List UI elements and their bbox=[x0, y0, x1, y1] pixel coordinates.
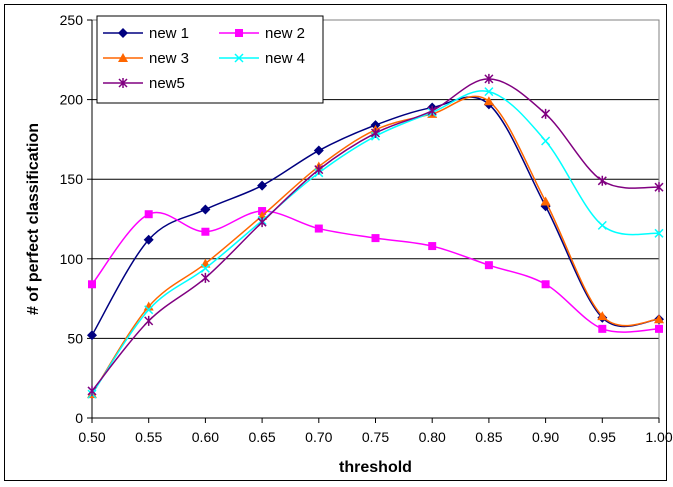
data-point bbox=[143, 301, 154, 311]
y-tick-label: 0 bbox=[75, 410, 83, 426]
data-point bbox=[597, 175, 607, 186]
data-point bbox=[200, 272, 210, 283]
x-tick-label: 0.65 bbox=[248, 429, 275, 445]
data-point bbox=[541, 136, 551, 146]
legend-marker bbox=[235, 29, 243, 37]
legend-marker bbox=[118, 28, 128, 38]
legend: new 1 new 2 new 3 new 4 new5 bbox=[96, 15, 324, 104]
legend-label: new 2 bbox=[265, 25, 305, 42]
legend-box bbox=[96, 15, 324, 104]
x-tick-label: 0.50 bbox=[78, 429, 105, 445]
y-tick-label: 100 bbox=[60, 251, 84, 267]
data-point bbox=[200, 204, 211, 215]
x-tick-label: 1.00 bbox=[645, 429, 672, 445]
data-point bbox=[483, 96, 494, 106]
data-point bbox=[144, 315, 154, 326]
data-point bbox=[541, 108, 551, 119]
legend-item: new 4 bbox=[219, 50, 305, 67]
data-point bbox=[484, 73, 494, 84]
legend-item: new 1 bbox=[103, 25, 189, 42]
x-tick-label: 0.85 bbox=[475, 429, 502, 445]
series-group bbox=[87, 73, 664, 399]
data-point bbox=[144, 210, 153, 219]
legend-label: new 4 bbox=[265, 50, 305, 67]
legend-label: new 1 bbox=[149, 25, 189, 42]
data-point bbox=[314, 224, 323, 233]
data-point bbox=[87, 330, 97, 341]
legend-item: new 2 bbox=[219, 25, 305, 42]
y-tick-label: 150 bbox=[60, 171, 84, 187]
data-point bbox=[314, 164, 324, 175]
data-point bbox=[428, 242, 437, 251]
data-point bbox=[484, 87, 494, 97]
y-tick-label: 50 bbox=[67, 330, 83, 346]
legend-item: new5 bbox=[103, 75, 185, 92]
data-point bbox=[257, 217, 267, 228]
data-point bbox=[597, 311, 608, 321]
data-point bbox=[484, 261, 493, 270]
data-point bbox=[200, 263, 210, 273]
series-new5 bbox=[87, 73, 664, 396]
x-tick-label: 0.75 bbox=[362, 429, 389, 445]
data-point bbox=[370, 128, 381, 139]
x-tick-label: 0.90 bbox=[532, 429, 559, 445]
data-point bbox=[427, 105, 437, 116]
data-point bbox=[541, 280, 550, 289]
legend-marker bbox=[234, 53, 244, 63]
series-line bbox=[91, 96, 660, 336]
data-point bbox=[88, 280, 96, 289]
data-point bbox=[654, 228, 664, 238]
data-point bbox=[598, 324, 607, 333]
data-point bbox=[257, 180, 268, 191]
legend-label: new5 bbox=[149, 75, 185, 92]
y-tick-label: 250 bbox=[60, 12, 84, 28]
legend-item: new 3 bbox=[103, 50, 189, 67]
x-tick-label: 0.70 bbox=[305, 429, 332, 445]
x-tick-label: 0.80 bbox=[419, 429, 446, 445]
y-axis-title: # of perfect classification bbox=[25, 123, 42, 315]
data-point bbox=[143, 234, 154, 245]
data-point bbox=[87, 385, 97, 396]
data-point bbox=[313, 145, 324, 156]
data-point bbox=[540, 196, 551, 206]
series-new-3 bbox=[87, 95, 664, 399]
legend-marker bbox=[118, 53, 128, 62]
legend-marker bbox=[118, 78, 128, 88]
x-tick-label: 0.95 bbox=[589, 429, 616, 445]
data-point bbox=[654, 314, 664, 324]
data-point bbox=[654, 182, 664, 193]
data-point bbox=[144, 305, 154, 315]
data-point bbox=[597, 220, 607, 230]
x-tick-label: 0.55 bbox=[135, 429, 162, 445]
data-point bbox=[655, 324, 663, 333]
chart-frame bbox=[4, 4, 667, 481]
series-line bbox=[91, 210, 660, 333]
y-tick-label: 200 bbox=[60, 92, 84, 108]
axes: 0 50 100 150 200 250 0.50 0.55 0.60 0.65 0.70 0.75 0… bbox=[60, 12, 673, 445]
legend-label: new 3 bbox=[149, 50, 189, 67]
series-line bbox=[91, 95, 660, 395]
x-axis-title: threshold bbox=[339, 459, 412, 476]
data-point bbox=[371, 234, 380, 243]
x-tick-label: 0.60 bbox=[192, 429, 219, 445]
data-point bbox=[201, 227, 210, 236]
